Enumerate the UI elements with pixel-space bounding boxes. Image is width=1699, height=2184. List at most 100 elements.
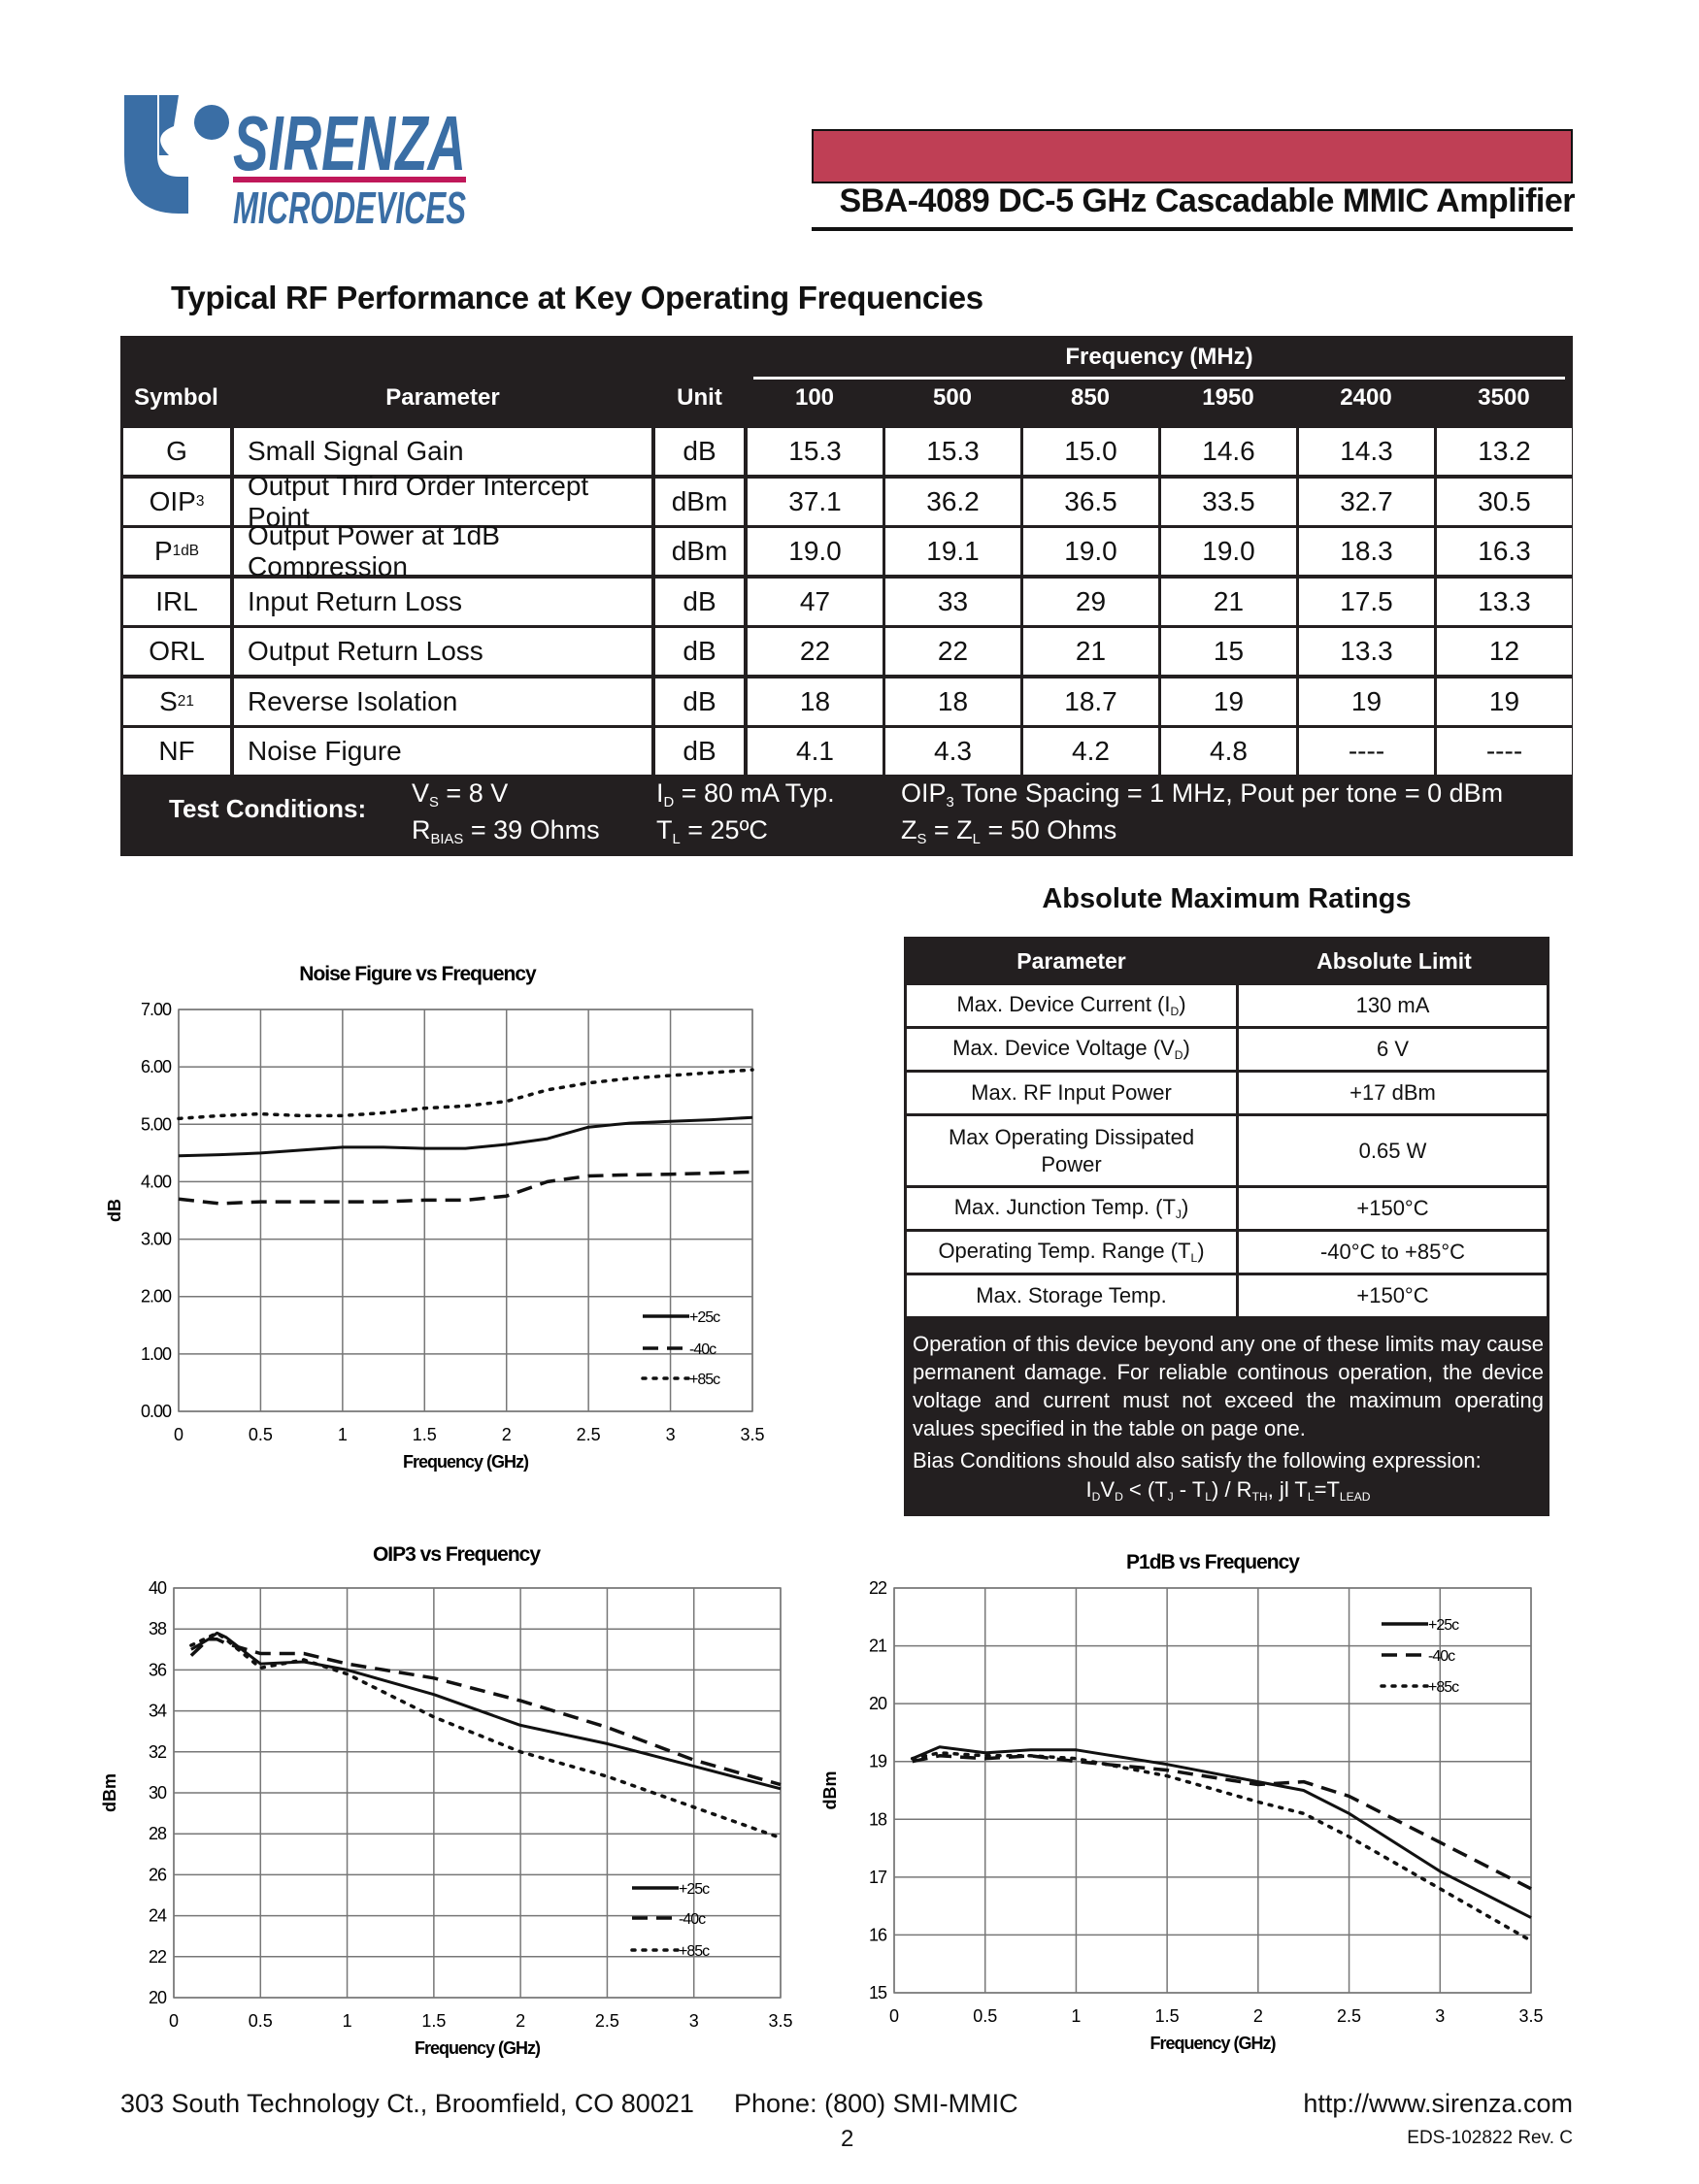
x-tick-label: 3 bbox=[689, 2011, 699, 2031]
cell-value: 17.5 bbox=[1299, 578, 1434, 625]
text-fragment: = 25ºC bbox=[680, 815, 768, 844]
abs-header-parameter: Parameter bbox=[1016, 948, 1126, 974]
text-fragment: ) bbox=[1179, 992, 1186, 1017]
y-tick-label: 7.00 bbox=[141, 1000, 172, 1019]
y-tick-label: 19 bbox=[869, 1752, 887, 1771]
cell-parameter: Input Return Loss bbox=[234, 578, 651, 625]
logo-s-notch bbox=[159, 95, 179, 155]
subscript: D bbox=[1170, 1005, 1180, 1019]
y-tick-label: 22 bbox=[869, 1578, 887, 1598]
cell-symbol: P 1dB bbox=[123, 528, 230, 575]
legend-label: +85c bbox=[689, 1372, 720, 1388]
series-line-85c bbox=[177, 1068, 754, 1121]
y-axis-label: dB bbox=[105, 1199, 124, 1222]
series-line-85c bbox=[910, 1751, 1533, 1943]
cell-value: 19.0 bbox=[1161, 528, 1296, 575]
x-tick-label: 0 bbox=[169, 2011, 179, 2031]
subscript: D bbox=[1174, 1048, 1183, 1063]
cell-unit: dBm bbox=[655, 528, 744, 575]
symbol-text: G bbox=[166, 436, 187, 466]
y-tick-label: 0.00 bbox=[141, 1402, 172, 1421]
text-fragment: ) bbox=[1197, 1239, 1205, 1264]
cell-unit: dB bbox=[655, 728, 744, 775]
y-tick-label: 18 bbox=[869, 1809, 887, 1829]
x-tick-label: 1 bbox=[1071, 2006, 1081, 2026]
bias-expression: IDVD < (TJ - TL) / RTH, jl TL=TLEAD bbox=[913, 1477, 1544, 1504]
subscript: 3 bbox=[946, 795, 954, 811]
text-fragment: = 39 Ohms bbox=[463, 815, 600, 844]
text-fragment: Max. Storage Temp. bbox=[976, 1283, 1167, 1308]
test-condition: TL = 25ºC bbox=[656, 815, 768, 847]
abs-cell-limit: +150°C bbox=[1239, 1275, 1547, 1316]
y-axis-label: dBm bbox=[100, 1773, 119, 1812]
abs-cell-parameter: Operating Temp. Range (TL) bbox=[907, 1232, 1236, 1273]
logo-wordmark: SIRENZA bbox=[233, 100, 466, 186]
y-tick-label: 20 bbox=[149, 1988, 167, 2007]
chart-title: P1dB vs Frequency bbox=[1126, 1551, 1300, 1573]
text-fragment: OIP bbox=[901, 778, 947, 808]
cell-unit: dB bbox=[655, 578, 744, 625]
text-fragment: Max. Device Current (I bbox=[956, 992, 1171, 1017]
cell-value: 15.3 bbox=[885, 428, 1020, 475]
x-tick-label: 0.5 bbox=[973, 2006, 997, 2026]
rf-performance-table: Frequency (MHz) Symbol Parameter Unit 100 500… bbox=[120, 336, 1573, 856]
symbol-text: OIP bbox=[149, 485, 196, 516]
series-line-40c bbox=[178, 1170, 753, 1206]
cell-value: 4.3 bbox=[885, 728, 1020, 775]
y-tick-label: 28 bbox=[149, 1824, 167, 1843]
header-color-bar bbox=[812, 129, 1573, 183]
symbol-text: S bbox=[159, 685, 178, 716]
abs-max-title: Absolute Maximum Ratings bbox=[1042, 883, 1412, 914]
text-fragment: < (T bbox=[1122, 1477, 1168, 1502]
abs-cell-limit: 6 V bbox=[1239, 1029, 1547, 1070]
test-condition: RBIAS = 39 Ohms bbox=[412, 815, 600, 847]
cell-value: ---- bbox=[1437, 728, 1572, 775]
parameter-text: Max. Storage Temp. bbox=[976, 1282, 1166, 1309]
x-tick-label: 1 bbox=[343, 2011, 352, 2031]
y-tick-label: 5.00 bbox=[141, 1114, 172, 1134]
series-line-25c bbox=[178, 1115, 753, 1158]
test-condition: ID = 80 mA Typ. bbox=[656, 778, 835, 811]
cell-value: 19.0 bbox=[1023, 528, 1158, 575]
legend-label: -40c bbox=[679, 1911, 706, 1928]
cell-symbol: S 21 bbox=[123, 678, 230, 725]
series-line-85c bbox=[189, 1631, 783, 1840]
subscript: L bbox=[672, 832, 681, 848]
subscript: D bbox=[1115, 1490, 1123, 1505]
y-tick-label: 38 bbox=[149, 1619, 167, 1638]
y-tick-label: 32 bbox=[149, 1742, 167, 1762]
cell-value: 29 bbox=[1023, 578, 1158, 625]
legend-label: +85c bbox=[679, 1943, 710, 1960]
parameter-text: Max. RF Input Power bbox=[971, 1079, 1172, 1107]
test-condition: OIP3 Tone Spacing = 1 MHz, Pout per tone… bbox=[901, 778, 1503, 811]
text-fragment: I bbox=[1085, 1477, 1092, 1502]
text-fragment: R bbox=[412, 815, 431, 844]
abs-cell-parameter: Max. Device Voltage (VD) bbox=[907, 1029, 1236, 1070]
text-fragment: Max Operating Dissipated Power bbox=[948, 1125, 1195, 1176]
text-fragment: Z bbox=[901, 815, 917, 844]
y-tick-label: 6.00 bbox=[141, 1057, 172, 1076]
y-axis-label: dBm bbox=[820, 1771, 840, 1810]
section-title: Typical RF Performance at Key Operating … bbox=[171, 280, 983, 315]
parameter-text: Max Operating Dissipated Power bbox=[926, 1124, 1216, 1177]
chart-title: OIP3 vs Frequency bbox=[373, 1543, 541, 1566]
test-condition: VS = 8 V bbox=[412, 778, 508, 811]
text-fragment: Max. Junction Temp. (T bbox=[953, 1195, 1176, 1220]
y-tick-label: 17 bbox=[869, 1868, 887, 1887]
oip3-chart: OIP3 vs Frequency 0 0.5 1 1.5 2 2.5 3 3.5 20 22 24 2… bbox=[100, 1543, 793, 2058]
text-fragment: ) bbox=[1183, 1036, 1190, 1061]
y-tick-label: 24 bbox=[149, 1906, 167, 1926]
cell-value: 16.3 bbox=[1437, 528, 1572, 575]
symbol-text: ORL bbox=[149, 636, 205, 666]
cell-parameter: Noise Figure bbox=[234, 728, 651, 775]
cell-value: 12 bbox=[1437, 628, 1572, 675]
subscript: 1dB bbox=[172, 543, 200, 559]
text-fragment: = 50 Ohms bbox=[980, 815, 1117, 844]
plot-area bbox=[178, 1009, 753, 1412]
footer-url[interactable]: http://www.sirenza.com bbox=[1303, 2089, 1573, 2118]
test-condition: ZS = ZL = 50 Ohms bbox=[901, 815, 1116, 847]
x-tick-label: 2.5 bbox=[595, 2011, 619, 2031]
logo-s-shape bbox=[124, 95, 188, 214]
abs-cell-parameter: Max. RF Input Power bbox=[907, 1073, 1236, 1113]
subscript: S bbox=[429, 795, 439, 811]
